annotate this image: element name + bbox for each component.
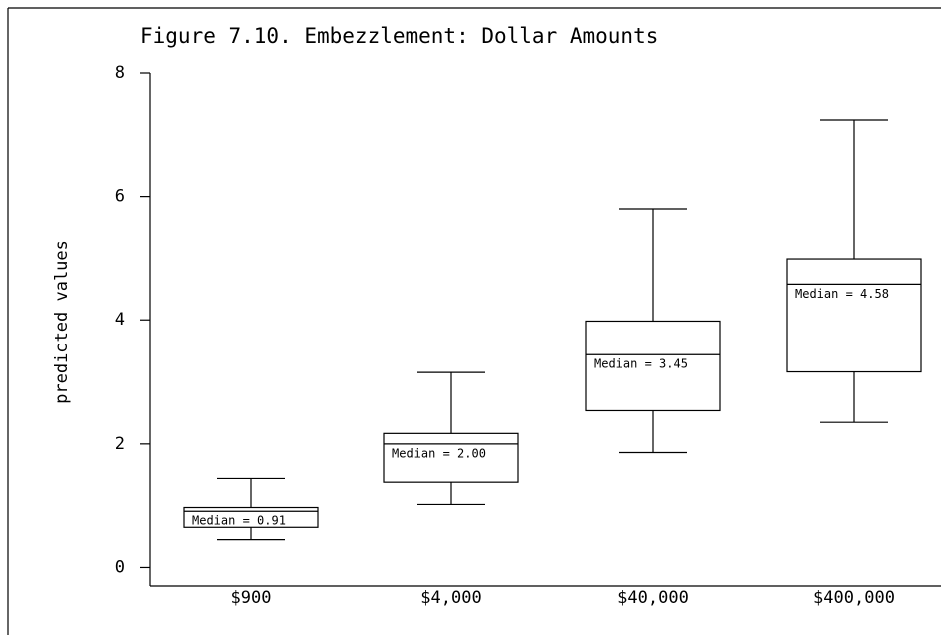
y-tick-label: 6 bbox=[115, 187, 125, 207]
box bbox=[585, 320, 721, 412]
box bbox=[183, 506, 319, 528]
box bbox=[786, 258, 922, 373]
x-tick-label: $40,000 bbox=[617, 588, 689, 608]
x-tick-label: $400,000 bbox=[813, 588, 895, 608]
y-tick-label: 0 bbox=[115, 557, 125, 577]
median-label: Median = 3.45 bbox=[594, 357, 688, 371]
y-axis-label: predicted values bbox=[52, 240, 72, 404]
x-tick-label: $4,000 bbox=[420, 588, 481, 608]
y-tick-label: 8 bbox=[115, 63, 125, 83]
median-label: Median = 2.00 bbox=[392, 446, 486, 460]
median-label: Median = 0.91 bbox=[192, 514, 286, 528]
chart-title: Figure 7.10. Embezzlement: Dollar Amount… bbox=[140, 24, 658, 48]
box bbox=[383, 432, 519, 483]
y-tick-label: 4 bbox=[115, 310, 125, 330]
median-label: Median = 4.58 bbox=[795, 287, 889, 301]
y-tick-label: 2 bbox=[115, 434, 125, 454]
x-tick-label: $900 bbox=[231, 588, 272, 608]
